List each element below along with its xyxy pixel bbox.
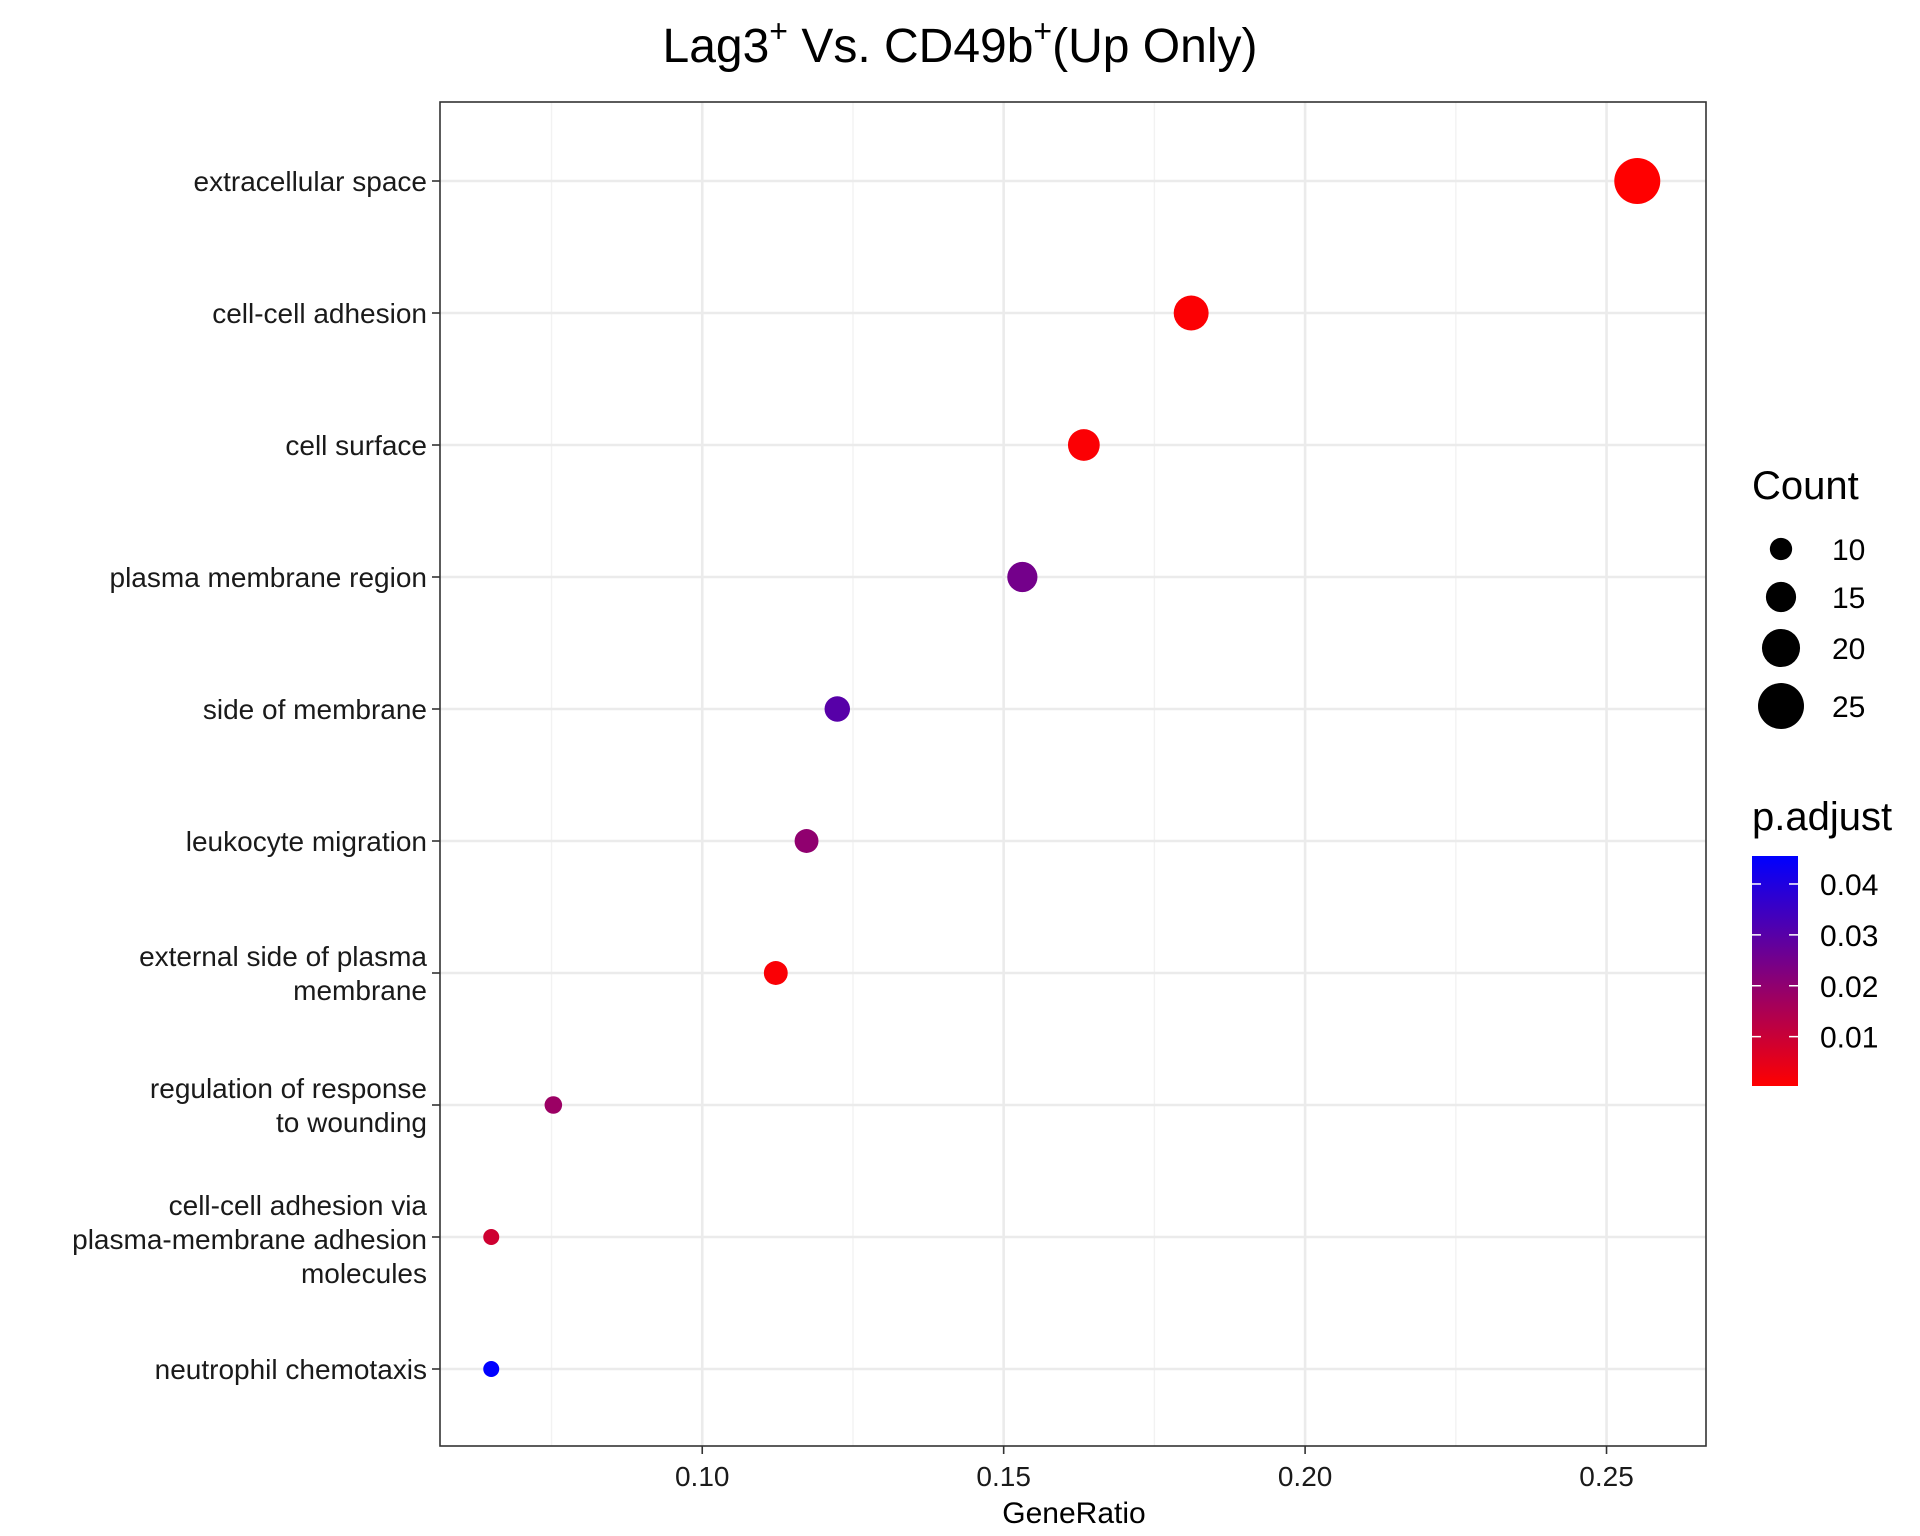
y-axis-label: side of membrane: [203, 694, 427, 725]
count-legend-dot: [1761, 628, 1801, 668]
count-legend-dot: [1758, 683, 1804, 729]
count-legend-dot: [1769, 537, 1793, 561]
y-axis-label: to wounding: [276, 1107, 427, 1138]
x-tick-label: 0.10: [675, 1461, 730, 1492]
data-point: [1614, 158, 1661, 204]
count-legend-label: 25: [1832, 691, 1865, 724]
panel-border: [439, 101, 1707, 1447]
y-axis-label: cell-cell adhesion via: [169, 1190, 428, 1221]
panel-background: [440, 102, 1706, 1446]
data-point: [483, 1361, 500, 1377]
x-tick-label: 0.20: [1278, 1461, 1333, 1492]
data-point: [1007, 561, 1038, 593]
y-axis-label: cell surface: [285, 430, 427, 461]
p-adjust-legend-label: 0.02: [1820, 971, 1878, 1004]
p-adjust-legend-label: 0.04: [1820, 869, 1878, 902]
y-axis-label: molecules: [301, 1258, 427, 1289]
count-legend-dot: [1765, 581, 1797, 613]
data-point: [544, 1096, 563, 1114]
data-point: [483, 1229, 500, 1245]
p-adjust-colorbar: [1752, 856, 1798, 1086]
y-axis-label: leukocyte migration: [186, 826, 427, 857]
y-axis-labels: extracellular space cell-cell adhesion cel…: [72, 166, 440, 1385]
data-point: [794, 829, 819, 853]
p-adjust-color-legend: p.adjust 0.04 0.03 0.02 0.01: [1752, 795, 1892, 1086]
y-axis-label: membrane: [293, 975, 427, 1006]
y-axis-label: neutrophil chemotaxis: [155, 1354, 427, 1385]
count-legend-label: 20: [1832, 633, 1865, 666]
p-adjust-legend-label: 0.03: [1820, 920, 1878, 953]
plot-panel: [439, 101, 1707, 1447]
count-legend-title: Count: [1752, 464, 1859, 508]
data-point: [763, 961, 788, 985]
x-tick-label: 0.15: [976, 1461, 1031, 1492]
y-axis-label: external side of plasma: [139, 941, 427, 972]
y-axis-label: extracellular space: [194, 166, 427, 197]
x-axis-title: GeneRatio: [1002, 1497, 1145, 1530]
x-tick-label: 0.25: [1579, 1461, 1634, 1492]
count-size-legend: Count 10 15 20 25: [1752, 464, 1865, 729]
count-legend-label: 15: [1832, 582, 1865, 615]
y-axis-label: plasma membrane region: [110, 562, 428, 593]
data-point: [1067, 429, 1100, 461]
data-point: [1173, 295, 1209, 331]
chart-title: Lag3+ Vs. CD49b+(Up Only): [663, 13, 1258, 73]
count-legend-label: 10: [1832, 534, 1865, 567]
p-adjust-legend-title: p.adjust: [1752, 795, 1892, 839]
y-axis-label: regulation of response: [150, 1073, 427, 1104]
p-adjust-legend-label: 0.01: [1820, 1022, 1878, 1055]
data-point: [824, 696, 851, 722]
y-axis-label: plasma-membrane adhesion: [72, 1224, 427, 1255]
y-axis-label: cell-cell adhesion: [212, 298, 427, 329]
x-axis: 0.10 0.15 0.20 0.25: [675, 1446, 1634, 1492]
